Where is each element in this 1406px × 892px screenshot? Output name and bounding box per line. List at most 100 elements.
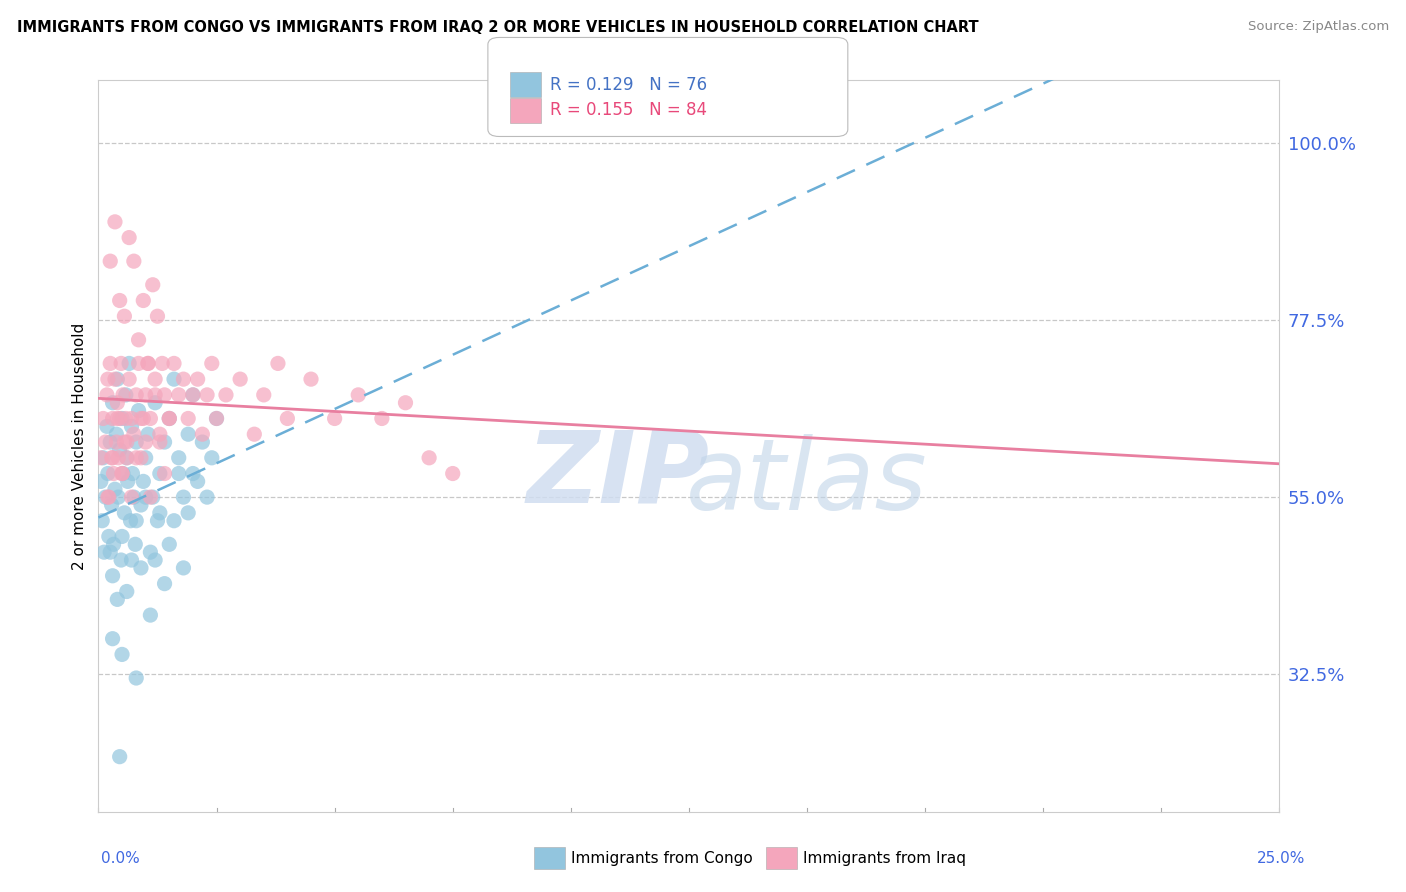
Text: Immigrants from Congo: Immigrants from Congo	[571, 851, 752, 865]
Point	[121, 490, 143, 504]
Point	[187, 475, 209, 489]
Point	[142, 490, 165, 504]
Point	[371, 411, 394, 425]
Point	[153, 576, 176, 591]
Point	[139, 490, 162, 504]
Point	[101, 568, 124, 582]
Point	[115, 584, 138, 599]
Point	[128, 356, 150, 370]
Point	[101, 450, 124, 465]
Point	[167, 388, 190, 402]
Point	[195, 388, 218, 402]
Point	[149, 506, 172, 520]
Point	[121, 411, 143, 425]
Point	[243, 427, 266, 442]
Point	[98, 435, 121, 450]
Point	[105, 411, 128, 425]
Point	[93, 545, 115, 559]
Point	[177, 506, 200, 520]
Y-axis label: 2 or more Vehicles in Household: 2 or more Vehicles in Household	[72, 322, 87, 570]
Point	[118, 230, 141, 244]
Point	[323, 411, 346, 425]
Point	[107, 490, 129, 504]
Point	[135, 450, 157, 465]
Point	[253, 388, 276, 402]
Point	[90, 475, 112, 489]
Text: 0.0%: 0.0%	[101, 851, 141, 865]
Point	[121, 467, 143, 481]
Point	[105, 435, 128, 450]
Point	[112, 310, 135, 324]
Point	[139, 411, 162, 425]
Point	[105, 396, 128, 410]
Point	[418, 450, 440, 465]
Text: R = 0.129   N = 76: R = 0.129 N = 76	[550, 76, 707, 94]
Point	[128, 333, 150, 347]
Point	[172, 372, 194, 386]
Point	[105, 427, 128, 442]
Point	[91, 450, 114, 465]
Point	[441, 467, 464, 481]
Point	[347, 388, 370, 402]
Point	[125, 450, 148, 465]
Point	[187, 372, 209, 386]
Point	[111, 411, 134, 425]
Point	[100, 498, 122, 512]
Point	[128, 403, 150, 417]
Point	[132, 475, 155, 489]
Point	[135, 388, 157, 402]
Point	[215, 388, 238, 402]
Point	[205, 411, 228, 425]
Point	[91, 411, 114, 425]
Point	[125, 671, 148, 685]
Point	[129, 561, 152, 575]
Point	[163, 372, 186, 386]
Point	[157, 411, 180, 425]
Point	[121, 553, 143, 567]
Point	[163, 514, 186, 528]
Point	[177, 427, 200, 442]
Point	[107, 450, 129, 465]
Point	[143, 388, 166, 402]
Point	[101, 411, 124, 425]
Point	[108, 749, 131, 764]
Point	[94, 435, 117, 450]
Point	[104, 372, 127, 386]
Point	[115, 450, 138, 465]
Point	[167, 450, 190, 465]
Point	[132, 293, 155, 308]
Point	[112, 506, 135, 520]
Point	[153, 467, 176, 481]
Point	[167, 467, 190, 481]
Point	[115, 435, 138, 450]
Point	[114, 411, 136, 425]
Point	[142, 277, 165, 292]
Point	[125, 435, 148, 450]
Point	[97, 529, 120, 543]
Point	[163, 356, 186, 370]
Point	[124, 537, 146, 551]
Point	[97, 490, 120, 504]
Point	[125, 514, 148, 528]
Point	[135, 435, 157, 450]
Point	[149, 427, 172, 442]
Point	[97, 372, 120, 386]
Point	[97, 467, 120, 481]
Point	[108, 293, 131, 308]
Point	[153, 388, 176, 402]
Point	[122, 427, 145, 442]
Point	[101, 632, 124, 646]
Point	[118, 372, 141, 386]
Point	[111, 388, 134, 402]
Point	[181, 388, 204, 402]
Point	[172, 561, 194, 575]
Point	[103, 537, 125, 551]
Point	[177, 411, 200, 425]
Point	[115, 450, 138, 465]
Point	[108, 442, 131, 457]
Point	[136, 427, 159, 442]
Point	[146, 310, 169, 324]
Point	[103, 467, 125, 481]
Point	[111, 467, 134, 481]
Point	[125, 388, 148, 402]
